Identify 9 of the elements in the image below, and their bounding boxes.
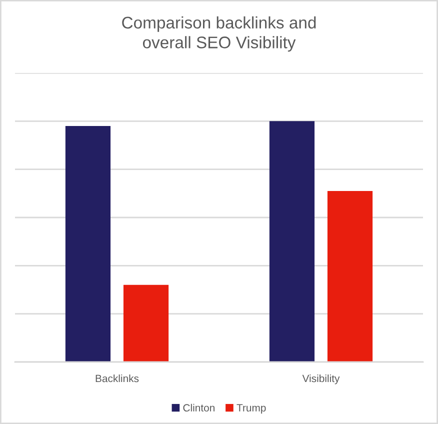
bar bbox=[327, 191, 373, 362]
chart-title: Comparison backlinks and overall SEO Visibility bbox=[122, 16, 316, 52]
bar bbox=[269, 121, 315, 362]
legend-label: Clinton bbox=[183, 404, 214, 412]
bar bbox=[65, 126, 111, 362]
x-tick-label: Backlinks bbox=[96, 374, 139, 382]
legend-label: Trump bbox=[236, 404, 266, 414]
bar bbox=[123, 284, 169, 362]
x-tick-label: Visibility bbox=[302, 374, 340, 384]
